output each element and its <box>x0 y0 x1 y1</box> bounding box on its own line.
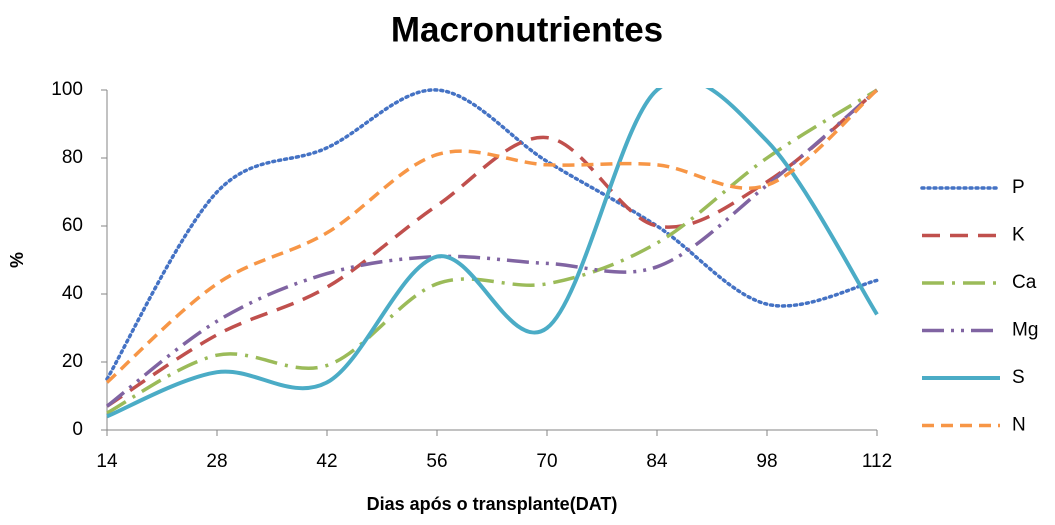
y-tick-label: 40 <box>62 283 83 304</box>
series-line <box>105 88 879 408</box>
x-tick-label: 56 <box>426 451 447 472</box>
legend-label: S <box>1012 367 1025 388</box>
legend-label: Mg <box>1012 320 1038 341</box>
x-tick-label: 98 <box>756 451 777 472</box>
y-tick-label: 60 <box>62 215 83 236</box>
chart-title: Macronutrientes <box>391 10 663 49</box>
x-tick-label: 112 <box>862 451 892 472</box>
legend-label: N <box>1012 415 1026 436</box>
series-line <box>105 88 879 381</box>
y-tick-label: 20 <box>62 351 83 372</box>
legend-label: K <box>1012 225 1025 246</box>
y-tick-label: 0 <box>72 419 83 440</box>
plot-area <box>105 88 879 419</box>
y-tick-label: 80 <box>62 147 83 168</box>
y-tick-label: 100 <box>51 79 83 100</box>
legend-label: Ca <box>1012 272 1037 293</box>
legend-label: P <box>1012 177 1025 198</box>
series-line <box>106 88 879 419</box>
x-tick-label: 42 <box>316 451 337 472</box>
y-axis-label: % <box>7 252 27 268</box>
series-line <box>106 88 878 415</box>
x-tick-label: 28 <box>206 451 227 472</box>
x-tick-label: 14 <box>96 451 118 472</box>
x-tick-label: 70 <box>536 451 557 472</box>
x-axis-label: Dias após o transplante(DAT) <box>367 494 618 514</box>
x-tick-label: 84 <box>646 451 668 472</box>
